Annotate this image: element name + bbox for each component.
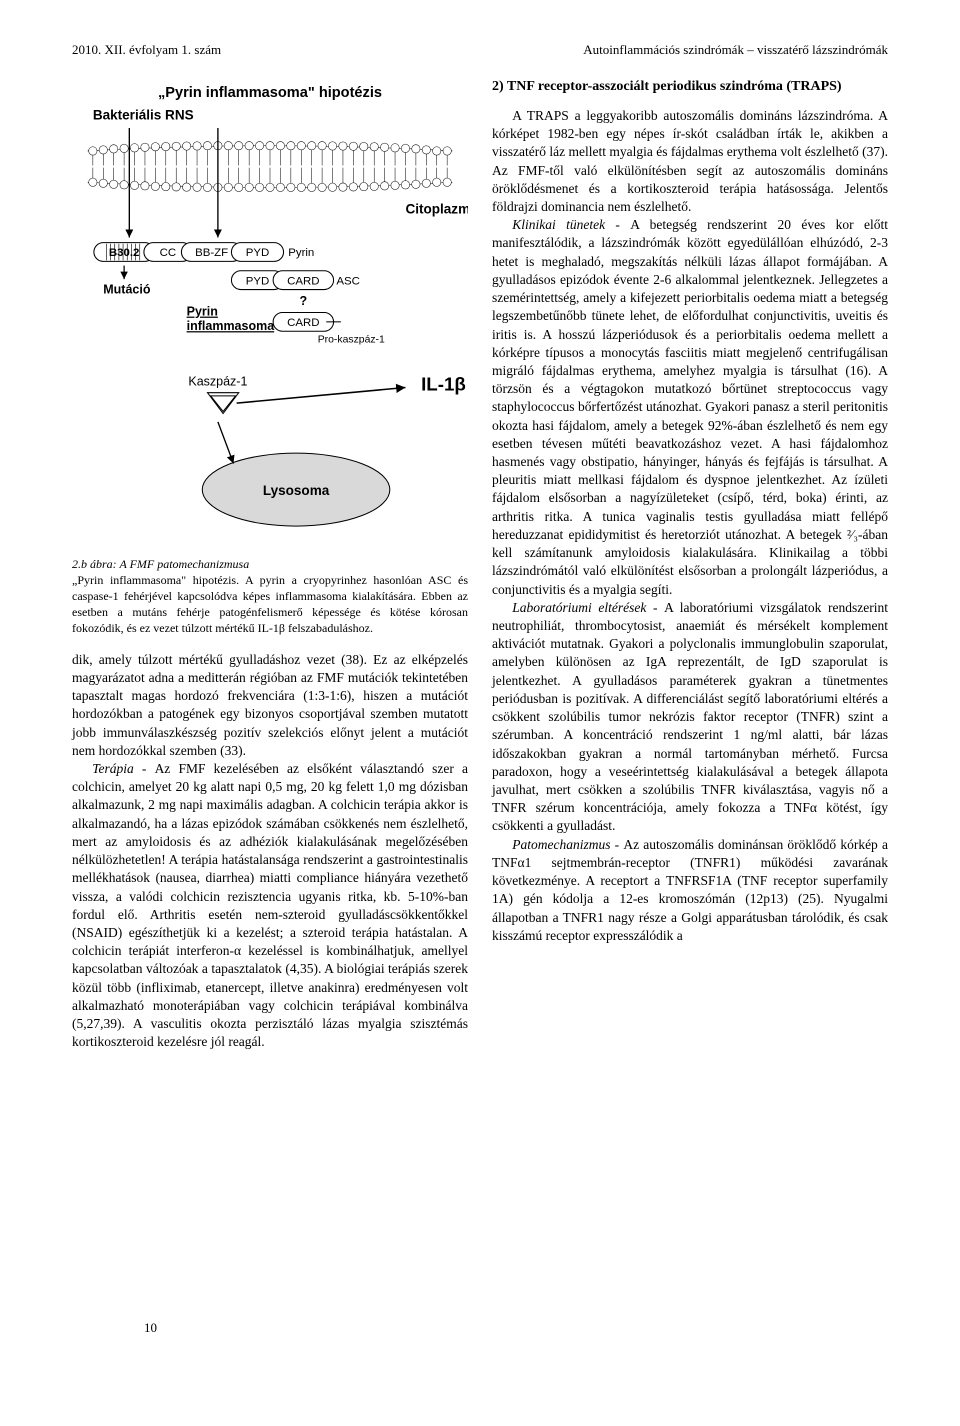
fig-bacterial: Bakteriális RNS	[93, 108, 194, 123]
header-left: 2010. XII. évfolyam 1. szám	[72, 42, 221, 58]
svg-text:IL-1β: IL-1β	[421, 374, 466, 395]
figure-caption: 2.b ábra: A FMF patomechanizmusa „Pyrin …	[72, 556, 468, 637]
figure-container: „Pyrin inflammasoma" hipotézis Bakteriál…	[72, 78, 468, 542]
svg-text:CARD: CARD	[287, 275, 319, 287]
left-para-2: Terápia - Az FMF kezelésében az elsőként…	[72, 760, 468, 1052]
svg-text:BB-ZF: BB-ZF	[195, 247, 228, 259]
figure-caption-title: 2.b ábra: A FMF patomechanizmusa	[72, 557, 249, 571]
left-column: „Pyrin inflammasoma" hipotézis Bakteriál…	[72, 78, 468, 1051]
right-para-3-body: A laboratóriumi vizsgálatok rendszerint …	[492, 600, 888, 834]
right-para-3-lead: Laboratóriumi eltérések -	[512, 600, 664, 615]
right-para-4: Patomechanizmus - Az autoszomális dominá…	[492, 836, 888, 945]
svg-text:B30.2: B30.2	[109, 247, 140, 259]
svg-text:PYD: PYD	[246, 275, 270, 287]
left-para-2-lead: Terápia -	[92, 761, 154, 776]
svg-text:Pro-kaszpáz-1: Pro-kaszpáz-1	[318, 335, 385, 346]
left-para-1: dik, amely túlzott mértékű gyulladáshoz …	[72, 651, 468, 760]
right-para-3: Laboratóriumi eltérések - A laboratórium…	[492, 599, 888, 836]
svg-text:CC: CC	[160, 247, 177, 259]
right-para-4-body: Az autoszomális dominánsan öröklődő kórk…	[492, 837, 888, 943]
right-para-2-body: A betegség rendszerint 20 éves kor előtt…	[492, 217, 888, 596]
page-header: 2010. XII. évfolyam 1. szám Autoinflammá…	[72, 42, 888, 58]
svg-text:PYD: PYD	[246, 247, 270, 259]
svg-text:Lysosoma: Lysosoma	[263, 483, 330, 498]
right-para-2-lead: Klinikai tünetek -	[512, 217, 630, 232]
right-column: 2) TNF receptor-asszociált periodikus sz…	[492, 78, 888, 1051]
right-para-1: A TRAPS a leggyakoribb autoszomális domi…	[492, 107, 888, 216]
fig-citoplazma: Citoplazma	[405, 201, 468, 216]
right-para-4-lead: Patomechanizmus -	[512, 837, 623, 852]
svg-text:Mutáció: Mutáció	[103, 283, 151, 297]
header-right: Autoinflammációs szindrómák – visszatérő…	[583, 42, 888, 58]
fig-title: „Pyrin inflammasoma" hipotézis	[158, 85, 382, 101]
right-para-2: Klinikai tünetek - A betegség rendszerin…	[492, 216, 888, 599]
svg-text:Pyrin: Pyrin	[288, 247, 314, 259]
svg-text:Kaszpáz-1: Kaszpáz-1	[188, 374, 247, 388]
figure-caption-body: „Pyrin inflammasoma" hipotézis. A pyrin …	[72, 573, 468, 636]
section-heading-traps: 2) TNF receptor-asszociált periodikus sz…	[492, 78, 888, 97]
left-para-2-body: Az FMF kezelésében az elsőként választan…	[72, 761, 468, 1049]
svg-text:CARD: CARD	[287, 317, 319, 329]
figure-svg: „Pyrin inflammasoma" hipotézis Bakteriál…	[72, 78, 468, 537]
page-number: 10	[144, 1320, 157, 1336]
content-columns: „Pyrin inflammasoma" hipotézis Bakteriál…	[72, 78, 888, 1051]
svg-text:ASC: ASC	[336, 275, 360, 287]
svg-text:Pyrin inflammasoma: Pyrin inflammasoma	[187, 305, 276, 334]
svg-text:?: ?	[300, 294, 308, 308]
